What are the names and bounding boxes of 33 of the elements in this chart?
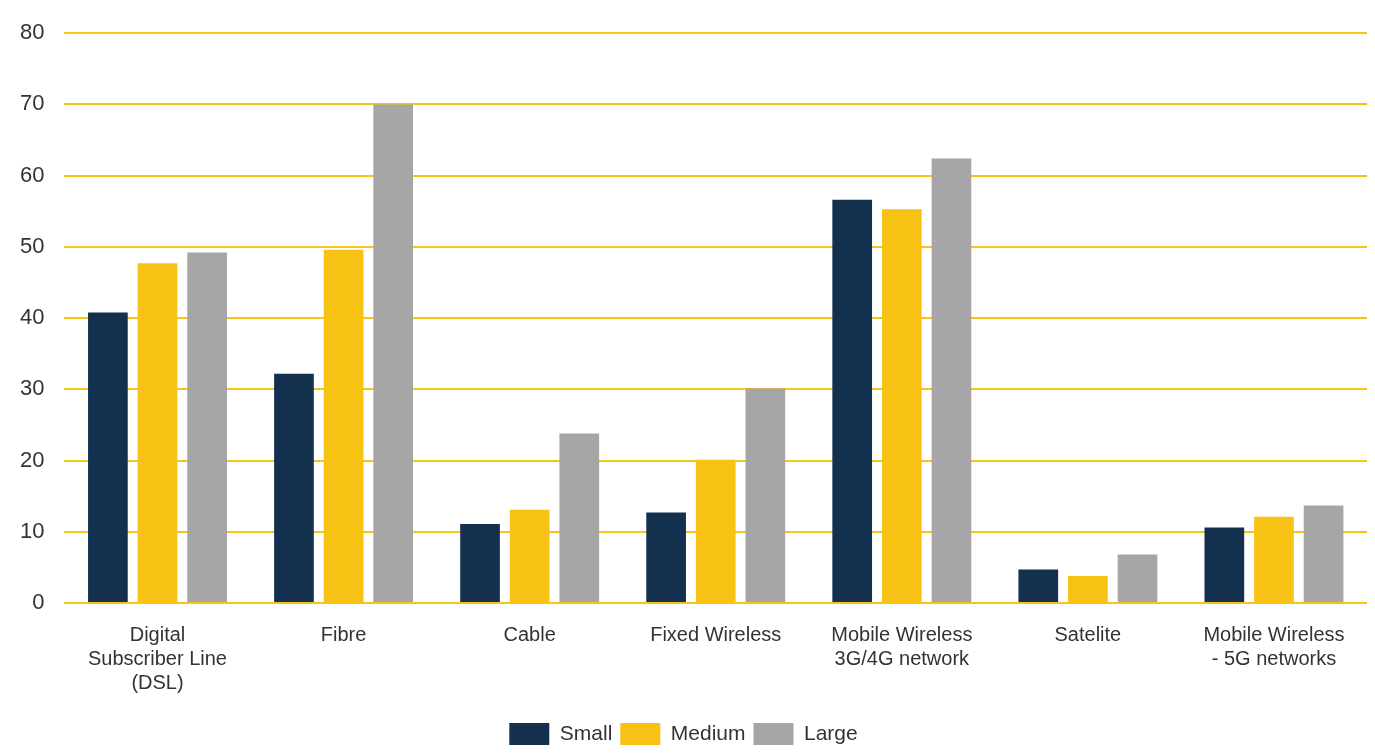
y-tick-label: 30: [19, 375, 45, 401]
bar: [274, 373, 314, 602]
bar: [88, 312, 128, 602]
y-tick-label: 70: [19, 90, 45, 116]
bar: [745, 388, 786, 602]
bar: [460, 523, 500, 602]
x-tick-label: Cable: [503, 622, 556, 645]
bar: [1018, 569, 1059, 602]
legend-label: Large: [803, 720, 858, 744]
bar: [187, 252, 227, 602]
bar: [832, 199, 873, 602]
legend-label: Small: [559, 720, 613, 744]
x-tick-label: Fixed Wireless: [650, 622, 782, 645]
y-tick-label: 60: [19, 161, 45, 187]
x-tick-label: Mobile Wireless 3G/4G network: [831, 622, 973, 669]
bar: [646, 512, 686, 602]
y-tick-label: 0: [32, 589, 45, 615]
bar: [931, 158, 972, 602]
y-tick-label: 80: [19, 19, 45, 45]
y-tick-label: 10: [19, 517, 45, 543]
bar: [1117, 554, 1158, 602]
bar: [1303, 505, 1344, 602]
x-tick-label: Satelite: [1054, 622, 1122, 645]
x-tick-label: Fibre: [320, 622, 367, 645]
legend-label: Medium: [670, 720, 746, 744]
bar: [1204, 527, 1245, 602]
y-tick-label: 50: [19, 232, 45, 258]
bar: [373, 104, 414, 602]
bar: [559, 433, 600, 602]
y-tick-label: 20: [19, 446, 45, 472]
y-tick-label: 40: [19, 304, 45, 330]
x-tick-label: Digital Subscriber Line (DSL): [88, 622, 227, 693]
x-tick-label: Mobile Wireless - 5G networks: [1203, 622, 1345, 669]
